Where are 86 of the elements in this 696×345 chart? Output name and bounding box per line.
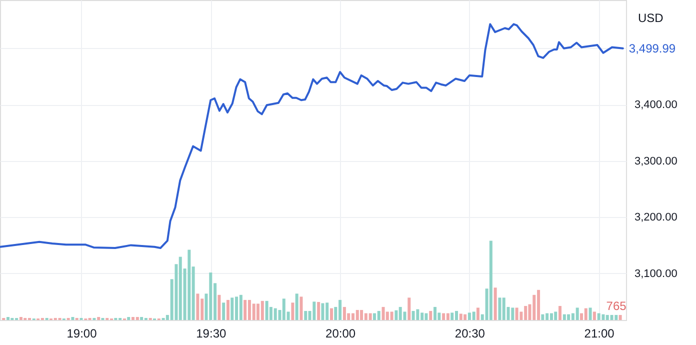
bar: [558, 306, 562, 320]
bar: [602, 314, 605, 320]
bar: [562, 314, 566, 320]
data-label: 765: [606, 298, 627, 313]
bar: [196, 294, 200, 320]
bar: [416, 309, 420, 320]
bar: [140, 316, 144, 320]
bar: [489, 240, 492, 320]
text: USD: [638, 11, 664, 25]
x-tick-label: 21:00: [584, 326, 615, 340]
bar: [377, 310, 380, 320]
bar: [368, 313, 372, 320]
bar: [412, 310, 415, 320]
bar: [614, 314, 618, 320]
bar: [252, 304, 256, 320]
bar: [300, 296, 303, 320]
bar: [450, 312, 454, 320]
bar: [260, 300, 264, 320]
bar: [321, 303, 324, 320]
bar: [576, 308, 579, 320]
line-series: [0, 23, 624, 250]
bar: [454, 310, 458, 320]
bar: [618, 314, 622, 320]
bar: [218, 294, 221, 320]
x-tick-label: 19:30: [196, 326, 226, 340]
bar: [230, 298, 234, 320]
bar: [584, 308, 588, 320]
bar: [97, 316, 100, 320]
bar: [222, 302, 226, 320]
x-tick-label: 19:00: [66, 326, 98, 340]
bar: [394, 310, 398, 320]
bar: [442, 313, 446, 320]
bar: [398, 306, 402, 320]
bar: [226, 300, 230, 320]
bar: [136, 316, 139, 320]
x-tick-label: 20:30: [454, 326, 486, 340]
data-label: 3,499.99: [628, 41, 676, 56]
bar: [209, 272, 212, 320]
bar: [610, 314, 614, 320]
bar: [408, 298, 411, 320]
bar: [356, 310, 359, 320]
bar: [515, 308, 518, 320]
bar: [511, 308, 514, 320]
y-tick-label: 3,400.00: [634, 99, 678, 112]
bar: [550, 313, 553, 320]
bar: [295, 294, 298, 320]
bar: [567, 314, 570, 320]
bar: [429, 310, 432, 320]
bar: [304, 310, 308, 320]
bar: [19, 316, 22, 320]
y-tick-label: 3,300.00: [634, 155, 678, 168]
bar: [360, 310, 364, 320]
bar: [434, 306, 437, 320]
bar: [244, 300, 247, 320]
bar: [446, 313, 450, 320]
bar: [188, 250, 191, 320]
bar: [312, 302, 316, 320]
bar: [330, 308, 334, 320]
bar: [498, 298, 502, 320]
bar: [390, 312, 394, 320]
bar: [71, 316, 74, 320]
bar: [472, 312, 476, 320]
bar: [127, 316, 130, 320]
bar: [382, 306, 385, 320]
y-tick-label: 3,200.00: [634, 212, 678, 224]
bar: [132, 316, 135, 320]
bar: [494, 288, 497, 320]
bar: [592, 312, 596, 320]
bar: [291, 302, 294, 320]
bar: [554, 312, 558, 320]
bar: [476, 308, 480, 320]
x-tick-label: 20:00: [326, 326, 356, 340]
bar: [317, 302, 320, 320]
bar: [256, 304, 260, 320]
bar: [239, 294, 242, 320]
bar: [459, 314, 462, 320]
bar: [274, 308, 277, 320]
bar: [265, 300, 268, 320]
bar: [342, 306, 346, 320]
bar: [6, 316, 10, 320]
bar: [424, 313, 428, 320]
bar: [541, 314, 544, 320]
bar: [588, 308, 592, 320]
bar: [597, 313, 600, 320]
y-tick-label: 3,100.00: [634, 268, 678, 280]
bar: [464, 314, 467, 320]
